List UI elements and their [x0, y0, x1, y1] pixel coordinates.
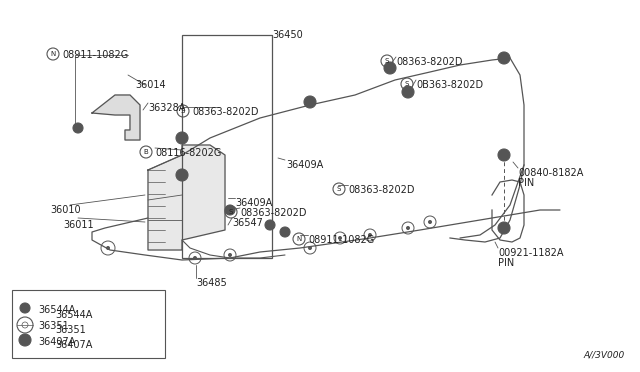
- Circle shape: [388, 66, 392, 70]
- Text: 08363-8202D: 08363-8202D: [240, 208, 307, 218]
- Circle shape: [280, 227, 290, 237]
- Bar: [182, 35, 272, 258]
- Text: PIN: PIN: [498, 258, 515, 268]
- Text: S: S: [181, 108, 185, 114]
- Circle shape: [225, 205, 235, 215]
- Circle shape: [265, 220, 275, 230]
- Text: 36407A: 36407A: [38, 337, 76, 347]
- Text: 00840-8182A: 00840-8182A: [518, 168, 584, 178]
- Circle shape: [428, 220, 432, 224]
- Text: 36485: 36485: [196, 278, 227, 288]
- Circle shape: [406, 226, 410, 230]
- Text: 36409A: 36409A: [286, 160, 323, 170]
- Text: 08116-8202G: 08116-8202G: [155, 148, 221, 158]
- Text: S: S: [337, 186, 341, 192]
- Circle shape: [283, 230, 287, 234]
- Circle shape: [402, 86, 414, 98]
- Circle shape: [20, 303, 30, 313]
- Circle shape: [502, 56, 506, 60]
- Circle shape: [106, 246, 110, 250]
- Text: 36544A: 36544A: [55, 310, 92, 320]
- Bar: [12, 290, 165, 358]
- Circle shape: [23, 338, 27, 342]
- Text: A//3V000: A//3V000: [584, 351, 625, 360]
- Text: 36328A: 36328A: [148, 103, 186, 113]
- Circle shape: [338, 236, 342, 240]
- Circle shape: [406, 90, 410, 94]
- Circle shape: [308, 100, 312, 104]
- Circle shape: [384, 62, 396, 74]
- Circle shape: [180, 173, 184, 177]
- Text: 36407A: 36407A: [55, 340, 92, 350]
- Text: 36014: 36014: [135, 80, 166, 90]
- Text: 0B363-8202D: 0B363-8202D: [416, 80, 483, 90]
- Text: B: B: [143, 149, 148, 155]
- Circle shape: [308, 246, 312, 250]
- Text: 00921-1182A: 00921-1182A: [498, 248, 563, 258]
- Text: 36544A: 36544A: [38, 305, 76, 315]
- Text: 08911-1082G: 08911-1082G: [62, 50, 128, 60]
- Circle shape: [73, 123, 83, 133]
- Circle shape: [498, 222, 510, 234]
- Circle shape: [498, 52, 510, 64]
- Circle shape: [228, 253, 232, 257]
- Text: N: N: [51, 51, 56, 57]
- Circle shape: [76, 126, 80, 130]
- Text: 36351: 36351: [38, 321, 68, 331]
- Circle shape: [498, 149, 510, 161]
- Text: 08363-8202D: 08363-8202D: [348, 185, 415, 195]
- Circle shape: [176, 169, 188, 181]
- Circle shape: [304, 96, 316, 108]
- Circle shape: [176, 132, 188, 144]
- Text: S: S: [405, 81, 409, 87]
- Text: 36011: 36011: [63, 220, 93, 230]
- Text: 08363-8202D: 08363-8202D: [396, 57, 463, 67]
- Text: S: S: [229, 209, 233, 215]
- Text: 36547: 36547: [232, 218, 263, 228]
- Circle shape: [19, 334, 31, 346]
- Circle shape: [23, 306, 27, 310]
- Text: 36351: 36351: [55, 325, 86, 335]
- Text: S: S: [385, 58, 389, 64]
- Circle shape: [228, 208, 232, 212]
- Polygon shape: [92, 95, 140, 140]
- Polygon shape: [148, 145, 225, 250]
- Text: PIN: PIN: [518, 178, 534, 188]
- Circle shape: [502, 153, 506, 157]
- Circle shape: [180, 136, 184, 140]
- Circle shape: [368, 233, 372, 237]
- Circle shape: [502, 226, 506, 230]
- Circle shape: [193, 256, 197, 260]
- Text: 36450: 36450: [272, 30, 303, 40]
- Text: N: N: [296, 236, 301, 242]
- Text: 36010: 36010: [50, 205, 81, 215]
- Text: 36409A: 36409A: [235, 198, 272, 208]
- Text: 08911-1082G: 08911-1082G: [308, 235, 374, 245]
- Text: 08363-8202D: 08363-8202D: [192, 107, 259, 117]
- Circle shape: [268, 223, 272, 227]
